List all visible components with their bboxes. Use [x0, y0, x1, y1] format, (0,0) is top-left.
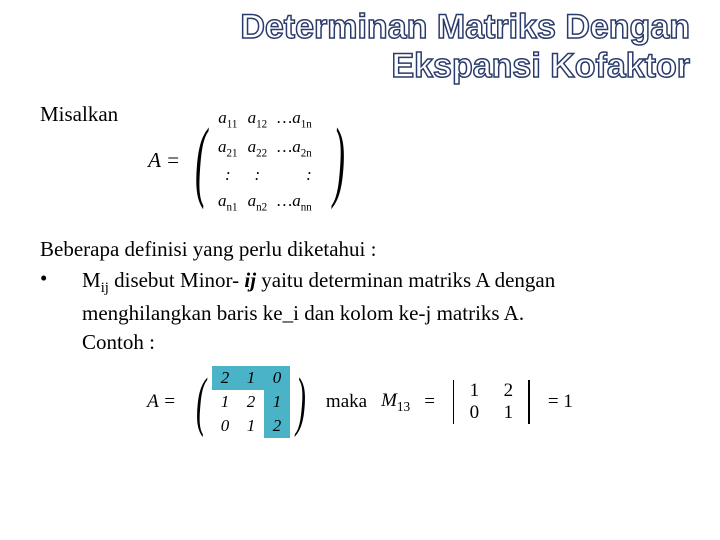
det-bar-right-icon	[528, 380, 530, 424]
cell: 1	[470, 380, 480, 402]
title-line-2: Ekspansi Kofaktor	[391, 47, 690, 85]
content-area: Misalkan A = ( a11 a12 …a1n a21 a22 …a2n…	[0, 86, 720, 438]
eq: =	[424, 391, 435, 413]
example-lhs: A =	[147, 391, 176, 413]
cell: 1	[212, 390, 238, 414]
misalkan-row: Misalkan A = ( a11 a12 …a1n a21 a22 …a2n…	[40, 102, 680, 219]
misalkan-label: Misalkan	[40, 102, 118, 127]
cell: 1	[504, 402, 514, 424]
cell: 1	[264, 390, 290, 414]
matrix-lhs: A =	[148, 148, 180, 173]
cell: :	[218, 165, 238, 185]
definitions: Beberapa definisi yang perlu diketahui :…	[40, 237, 680, 356]
cell: 0	[264, 366, 290, 390]
cell: :	[277, 165, 312, 185]
det-grid: 1 2 0 1	[458, 378, 524, 426]
cell: …ann	[277, 191, 312, 213]
cell: a22	[248, 137, 268, 159]
right-paren-icon: )	[296, 366, 306, 438]
right-paren-icon: )	[333, 102, 345, 219]
cell: a12	[248, 108, 268, 130]
cell: 2	[238, 390, 264, 414]
maka-label: maka	[326, 391, 367, 413]
result: = 1	[548, 391, 573, 413]
example-grid: 2 1 0 1 2 1 0 1 2	[212, 366, 290, 438]
cell: an2	[248, 191, 268, 213]
left-paren-icon: (	[195, 102, 207, 219]
cell: 0	[212, 414, 238, 438]
left-paren-icon: (	[196, 366, 206, 438]
cell: 1	[238, 366, 264, 390]
det-bar-left-icon	[453, 380, 455, 424]
cell: 2	[212, 366, 238, 390]
title-line-1: Determinan Matriks Dengan	[240, 8, 690, 46]
cell: 2	[264, 414, 290, 438]
cell: 0	[470, 402, 480, 424]
cell: 2	[504, 380, 514, 402]
example-matrix: ( 2 1 0 1 2 1 0 1 2 )	[190, 366, 312, 438]
determinant: 1 2 0 1	[449, 378, 534, 426]
cell: an1	[218, 191, 238, 213]
matrix-A: ( a11 a12 …a1n a21 a22 …a2n : : : an1 an…	[186, 102, 354, 219]
matrix-A-definition: A = ( a11 a12 …a1n a21 a22 …a2n : : : an…	[148, 102, 354, 219]
cell: …a2n	[277, 137, 312, 159]
bullet-item: • Mij disebut Minor- ij yaitu determinan…	[40, 266, 680, 356]
cell: 1	[238, 414, 264, 438]
matrix-grid: a11 a12 …a1n a21 a22 …a2n : : : an1 an2 …	[216, 102, 324, 219]
slide-title: Determinan Matriks Dengan Ekspansi Kofak…	[0, 0, 720, 86]
defs-intro: Beberapa definisi yang perlu diketahui :	[40, 237, 680, 262]
cell: a11	[218, 108, 238, 130]
contoh-label: Contoh :	[82, 330, 155, 354]
example-row: A = ( 2 1 0 1 2 1 0 1 2 ) maka M13 = 1	[40, 366, 680, 438]
cell: …a1n	[277, 108, 312, 130]
cell: a21	[218, 137, 238, 159]
bullet-marker: •	[40, 266, 54, 356]
bullet-text: Mij disebut Minor- ij yaitu determinan m…	[82, 266, 680, 356]
cell: :	[248, 165, 268, 185]
minor-label: M13	[381, 390, 410, 415]
